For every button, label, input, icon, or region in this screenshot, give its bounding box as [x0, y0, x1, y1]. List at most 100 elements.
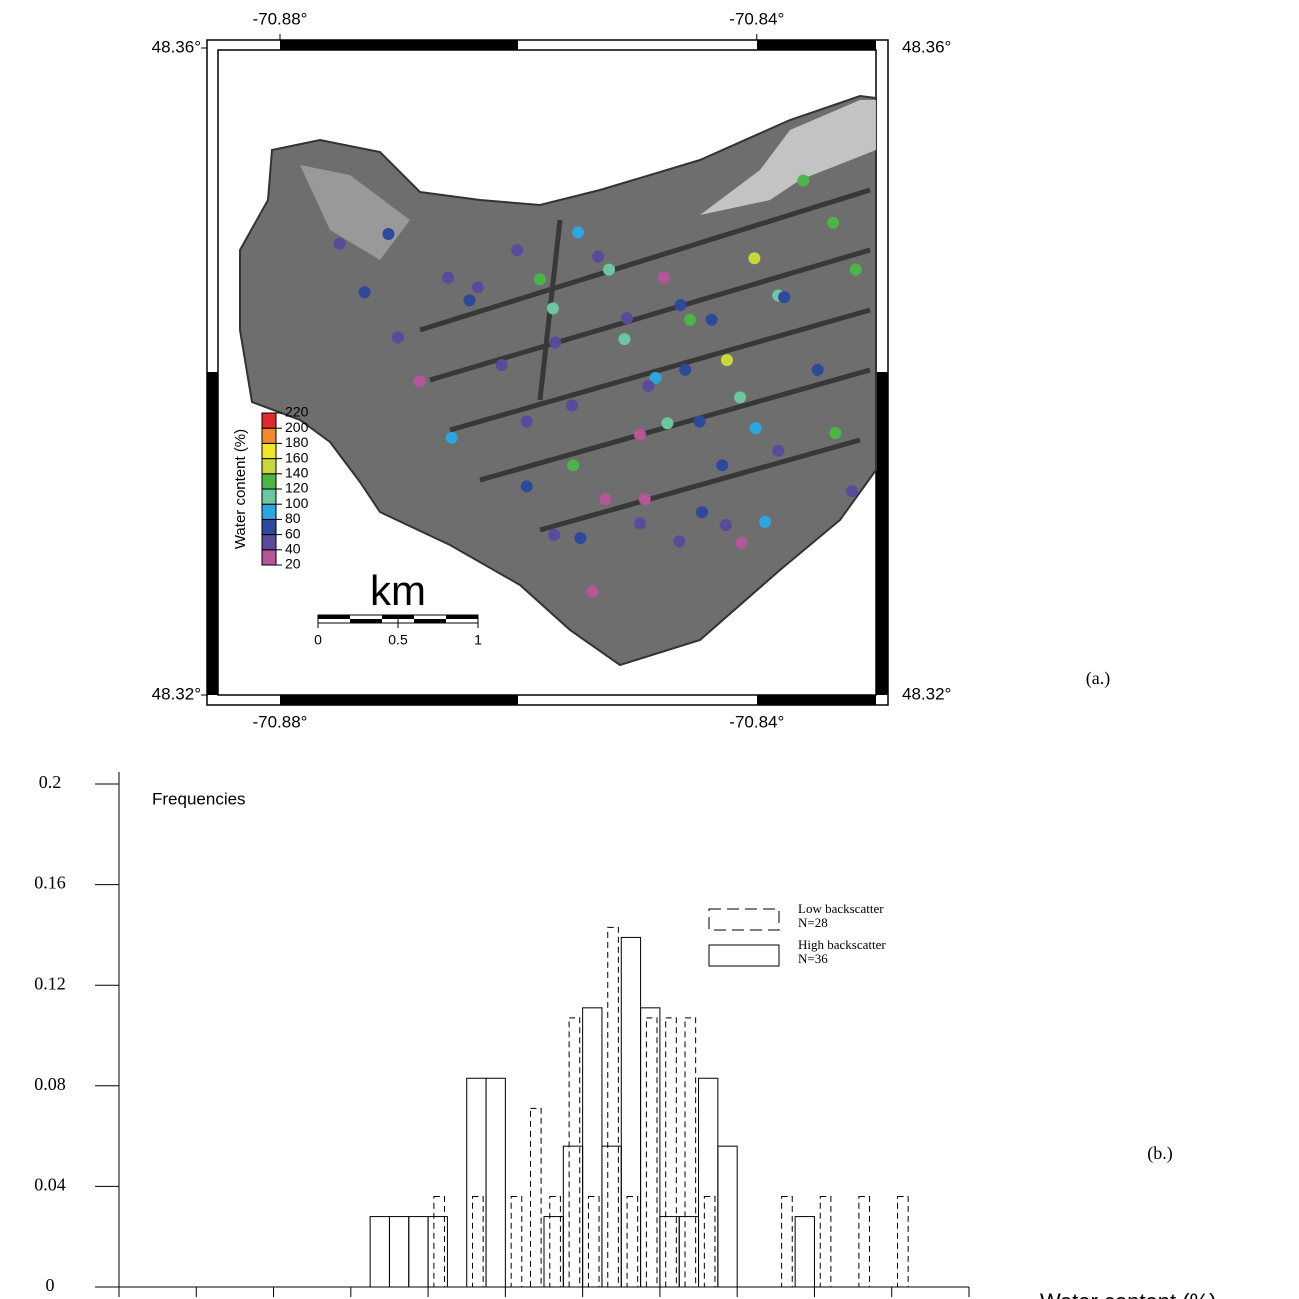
colorbar-tick-label: 160: [285, 449, 309, 465]
histogram-bar: [704, 1196, 715, 1287]
histogram-bar: [588, 1196, 599, 1287]
frame-stripe: [207, 372, 218, 695]
x-tick-label: -70.84°: [729, 9, 784, 28]
x-tick-label: -70.88°: [252, 712, 307, 731]
sample-point: [334, 238, 346, 250]
histogram-bar: [434, 1196, 445, 1287]
sample-point: [496, 359, 508, 371]
x-tick-label: -70.84°: [729, 712, 784, 731]
colorbar-box: [262, 550, 276, 565]
y-tick-label: 0.2: [39, 772, 62, 792]
histogram-bar: [627, 1196, 638, 1287]
frame-stripe: [876, 372, 888, 695]
sample-point: [566, 399, 578, 411]
sample-point: [812, 364, 824, 376]
y-tick-label: 48.32°: [152, 684, 201, 703]
sample-point: [673, 535, 685, 547]
sample-point: [778, 291, 790, 303]
scalebar-segment: [318, 615, 350, 619]
y-tick-label: 0.12: [34, 973, 66, 993]
scalebar-segment: [414, 619, 446, 623]
panel-label: (b.): [1147, 1143, 1173, 1164]
sample-point: [684, 314, 696, 326]
histogram-bar: [898, 1196, 909, 1287]
sample-point: [382, 228, 394, 240]
sample-point: [392, 332, 404, 344]
scalebar-tick-label: 0: [314, 632, 322, 648]
histogram-bar: [795, 1217, 814, 1287]
colorbar-box: [262, 413, 276, 428]
sample-point: [675, 299, 687, 311]
sample-point: [829, 427, 841, 439]
sample-point: [827, 217, 839, 229]
histogram-bar: [699, 1078, 718, 1287]
sample-point: [750, 422, 762, 434]
colorbar-box: [262, 489, 276, 504]
colorbar-title: Water content (%): [232, 429, 249, 549]
sample-point: [634, 518, 646, 530]
histogram-bar: [583, 1008, 602, 1287]
sample-point: [679, 364, 691, 376]
sample-point: [521, 480, 533, 492]
legend-label: Low backscatter: [798, 901, 884, 916]
figure: (a.) (b.) Frequencies Water content (%) …: [0, 0, 1299, 1299]
sample-point: [850, 264, 862, 276]
y-tick-label: 48.32°: [902, 684, 951, 703]
histogram-bar: [621, 937, 640, 1287]
y-tick-label: 0: [46, 1275, 55, 1295]
sample-point: [572, 226, 584, 238]
frame-stripe: [280, 40, 518, 50]
sample-point: [694, 416, 706, 428]
histogram-bar: [718, 1146, 737, 1287]
sample-point: [846, 485, 858, 497]
sample-point: [574, 532, 586, 544]
sample-point: [735, 537, 747, 549]
colorbar-box: [262, 519, 276, 534]
y-tick-label: 0.08: [34, 1074, 66, 1094]
legend-note: N=28: [798, 915, 828, 930]
colorbar-tick-label: 40: [285, 541, 301, 557]
sample-point: [706, 314, 718, 326]
frame-stripe: [757, 695, 876, 705]
sample-point: [658, 272, 670, 284]
colorbar-tick-label: 200: [285, 419, 309, 435]
frame-stripe: [757, 40, 876, 50]
colorbar-box: [262, 459, 276, 474]
histogram-bar: [467, 1078, 486, 1287]
y-axis-title: Frequencies: [152, 789, 246, 808]
sample-point: [586, 585, 598, 597]
sample-point: [548, 529, 560, 541]
x-tick-label: -70.88°: [252, 9, 307, 28]
sample-point: [621, 312, 633, 324]
sample-point: [549, 336, 561, 348]
sample-point: [413, 375, 425, 387]
sample-point: [592, 251, 604, 263]
histogram-bar: [859, 1196, 870, 1287]
sample-point: [464, 294, 476, 306]
y-tick-label: 0.04: [34, 1175, 66, 1195]
sample-point: [603, 264, 615, 276]
x-axis-title: Water content (%): [1040, 1289, 1216, 1299]
sample-point: [618, 333, 630, 345]
sample-point: [634, 429, 646, 441]
colorbar-tick-label: 20: [285, 556, 301, 572]
sample-point: [661, 417, 673, 429]
colorbar-box: [262, 443, 276, 458]
sample-point: [521, 416, 533, 428]
legend-note: N=36: [798, 951, 828, 966]
histogram-bar: [389, 1217, 408, 1287]
colorbar-box: [262, 504, 276, 519]
colorbar-box: [262, 474, 276, 489]
histogram-bar: [569, 1018, 580, 1287]
sample-point: [642, 380, 654, 392]
sample-point: [772, 445, 784, 457]
colorbar-tick-label: 140: [285, 465, 309, 481]
sample-point: [696, 506, 708, 518]
colorbar-box: [262, 428, 276, 443]
panel-label: (a.): [1086, 668, 1110, 689]
colorbar-tick-label: 180: [285, 434, 309, 450]
sample-point: [748, 252, 760, 264]
sample-point: [716, 459, 728, 471]
sample-point: [446, 432, 458, 444]
y-tick-label: 48.36°: [902, 37, 951, 56]
